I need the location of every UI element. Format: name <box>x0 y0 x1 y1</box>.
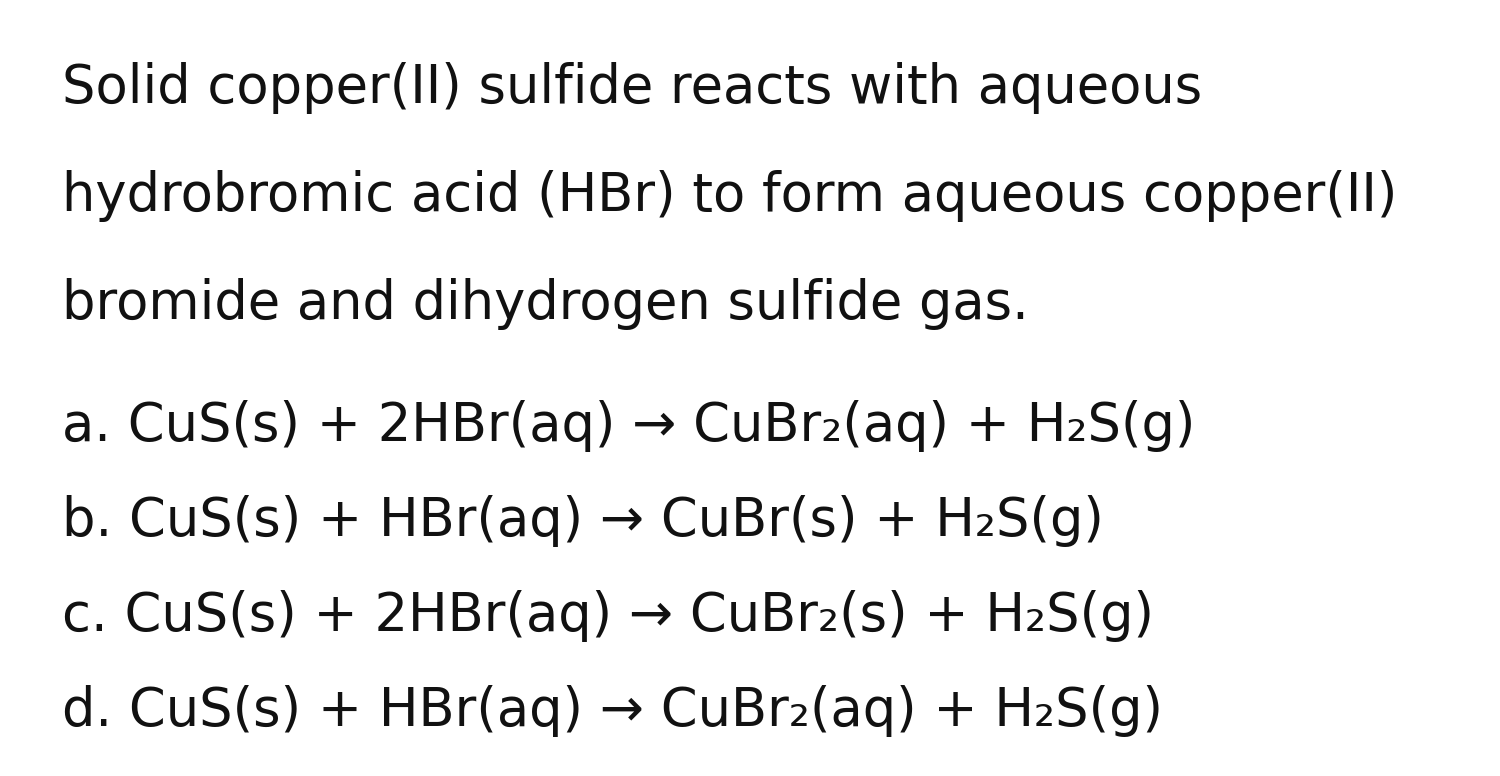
Text: c. CuS(s) + 2HBr(aq) → CuBr₂(s) + H₂S(g): c. CuS(s) + 2HBr(aq) → CuBr₂(s) + H₂S(g) <box>62 590 1154 642</box>
Text: bromide and dihydrogen sulfide gas.: bromide and dihydrogen sulfide gas. <box>62 278 1029 330</box>
Text: d. CuS(s) + HBr(aq) → CuBr₂(aq) + H₂S(g): d. CuS(s) + HBr(aq) → CuBr₂(aq) + H₂S(g) <box>62 685 1162 737</box>
Text: b. CuS(s) + HBr(aq) → CuBr(s) + H₂S(g): b. CuS(s) + HBr(aq) → CuBr(s) + H₂S(g) <box>62 495 1104 547</box>
Text: hydrobromic acid (HBr) to form aqueous copper(II): hydrobromic acid (HBr) to form aqueous c… <box>62 170 1398 222</box>
Text: a. CuS(s) + 2HBr(aq) → CuBr₂(aq) + H₂S(g): a. CuS(s) + 2HBr(aq) → CuBr₂(aq) + H₂S(g… <box>62 400 1196 452</box>
Text: Solid copper(II) sulfide reacts with aqueous: Solid copper(II) sulfide reacts with aqu… <box>62 62 1203 114</box>
